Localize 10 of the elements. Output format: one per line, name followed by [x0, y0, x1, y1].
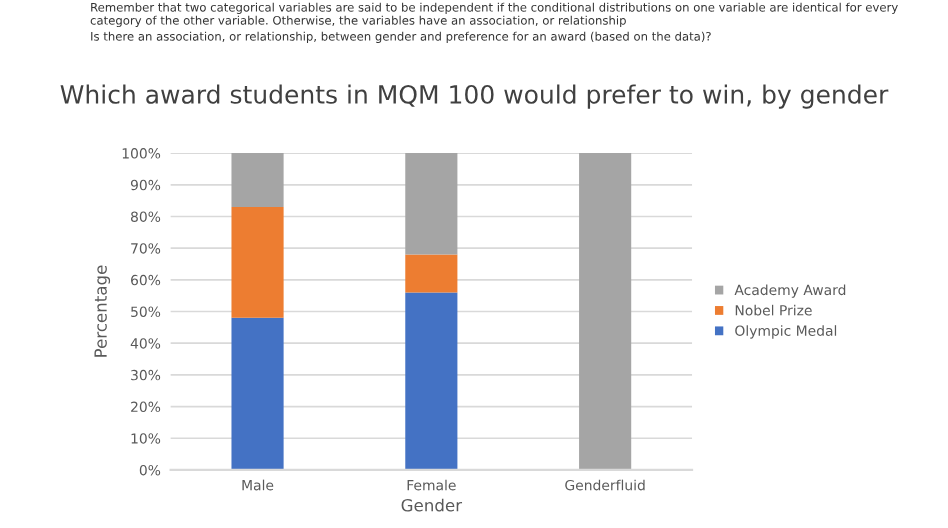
bar	[579, 153, 632, 470]
bar	[231, 317, 284, 470]
bar	[231, 153, 284, 207]
x-axis-title: Gender	[401, 498, 463, 512]
bar	[405, 254, 458, 293]
bar	[231, 206, 284, 318]
bar	[405, 153, 458, 255]
y-axis-title: Percentage	[94, 265, 111, 357]
chart-title: Which award students in MQM 100 would prefer to win, by gender	[60, 84, 889, 109]
bar	[405, 292, 458, 470]
